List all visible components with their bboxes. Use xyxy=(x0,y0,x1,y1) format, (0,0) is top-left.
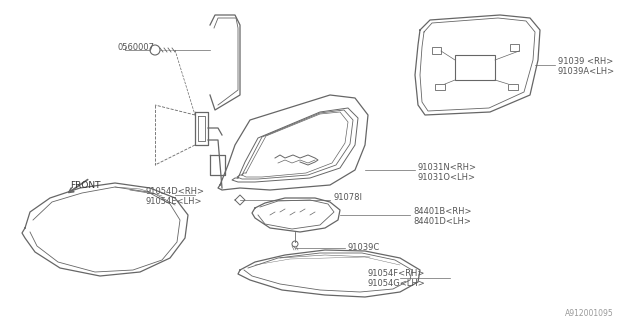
Text: 84401D<LH>: 84401D<LH> xyxy=(413,217,471,226)
Text: 91031N<RH>: 91031N<RH> xyxy=(418,163,477,172)
Text: 91054D<RH>: 91054D<RH> xyxy=(145,187,204,196)
Text: 91054G<LH>: 91054G<LH> xyxy=(368,279,426,289)
Text: 0560007: 0560007 xyxy=(118,43,155,52)
Text: 91054F<RH>: 91054F<RH> xyxy=(368,269,426,278)
Text: 91039C: 91039C xyxy=(348,244,380,252)
Text: 91054E<LH>: 91054E<LH> xyxy=(145,196,202,205)
Bar xyxy=(510,44,519,51)
Bar xyxy=(432,47,441,54)
Text: 91039 <RH>: 91039 <RH> xyxy=(558,57,613,66)
Bar xyxy=(435,84,445,90)
Text: 91039A<LH>: 91039A<LH> xyxy=(558,67,615,76)
Text: 91078I: 91078I xyxy=(333,193,362,202)
Text: A912001095: A912001095 xyxy=(565,308,614,317)
Bar xyxy=(455,55,495,80)
Text: FRONT: FRONT xyxy=(70,181,100,190)
Text: 84401B<RH>: 84401B<RH> xyxy=(413,206,472,215)
Bar xyxy=(508,84,518,90)
Text: 91031O<LH>: 91031O<LH> xyxy=(418,172,476,181)
